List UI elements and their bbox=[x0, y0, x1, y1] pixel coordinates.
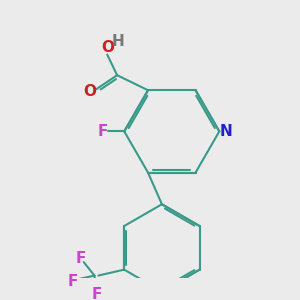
Text: F: F bbox=[68, 274, 78, 289]
Text: F: F bbox=[91, 287, 102, 300]
Text: H: H bbox=[112, 34, 125, 50]
Text: N: N bbox=[220, 124, 233, 139]
Text: F: F bbox=[75, 251, 86, 266]
Text: F: F bbox=[97, 124, 108, 139]
Text: O: O bbox=[83, 83, 96, 98]
Text: O: O bbox=[101, 40, 115, 55]
